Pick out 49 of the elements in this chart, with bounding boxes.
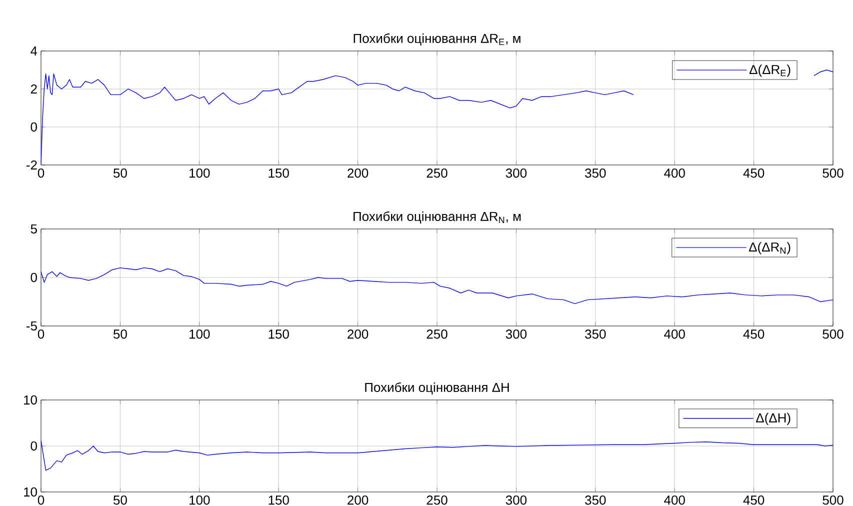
x-tick-label: 400 [664,330,685,339]
x-tick-label: 100 [190,330,210,339]
x-tick-label: 350 [585,496,606,505]
x-tick-label: 150 [268,168,289,178]
chart-title: Похибки оцінювання ΔR$_{E}$, м [354,33,520,46]
x-tick-label: 350 [585,330,606,339]
x-tick-label: 250 [426,330,448,339]
x-tick-label: 0 [38,168,44,178]
x-tick-label: 250 [426,496,448,505]
y-tick-label: 0 [30,122,37,132]
x-tick-label: 450 [743,168,764,178]
x-tick-label: 500 [822,496,844,505]
x-tick-label: 200 [348,330,368,339]
x-tick-label: 350 [585,168,606,178]
x-tick-label: 50 [113,168,127,178]
y-tick-label: -2 [26,160,37,170]
x-tick-label: 300 [506,168,527,178]
y-tick-label: 10 [24,395,37,405]
x-tick-label: 300 [506,496,527,505]
chart-title: Похибки оцінювання ΔR$_{N}$, м [354,211,521,224]
text: Δ(ΔR$_{N}$) [748,242,790,254]
chart-title: Похибки оцінювання ΔH [365,382,509,394]
series-label: Δ(ΔH) [756,412,790,426]
y-tick-label: 10 [24,487,37,497]
x-tick-label: 450 [743,330,764,339]
y-tick-label: 4 [30,46,38,56]
x-tick-label: 500 [822,330,844,339]
x-tick-label: 200 [348,168,368,178]
series-label: Δ(ΔR$_{E}$) [749,64,790,77]
x-tick-label: 0 [38,496,44,505]
x-tick-label: 50 [113,330,127,339]
y-tick-label: 0 [30,272,37,282]
x-tick-label: 150 [268,330,289,339]
y-tick-label: 5 [30,224,37,234]
x-tick-label: 450 [743,496,764,505]
x-tick-label: 100 [190,168,210,178]
x-tick-label: 500 [822,168,844,178]
x-tick-label: 50 [113,496,127,505]
x-tick-label: 400 [664,168,685,178]
x-tick-label: 150 [268,496,289,505]
x-tick-label: 0 [38,330,44,339]
y-tick-label: 0 [30,441,37,451]
y-tick-label: 2 [30,84,37,94]
x-tick-label: 250 [426,168,448,178]
y-tick-label: -5 [26,321,37,331]
x-tick-label: 200 [348,496,368,505]
x-tick-label: 300 [506,330,527,339]
x-tick-label: 400 [664,496,685,505]
x-tick-label: 100 [190,496,210,505]
